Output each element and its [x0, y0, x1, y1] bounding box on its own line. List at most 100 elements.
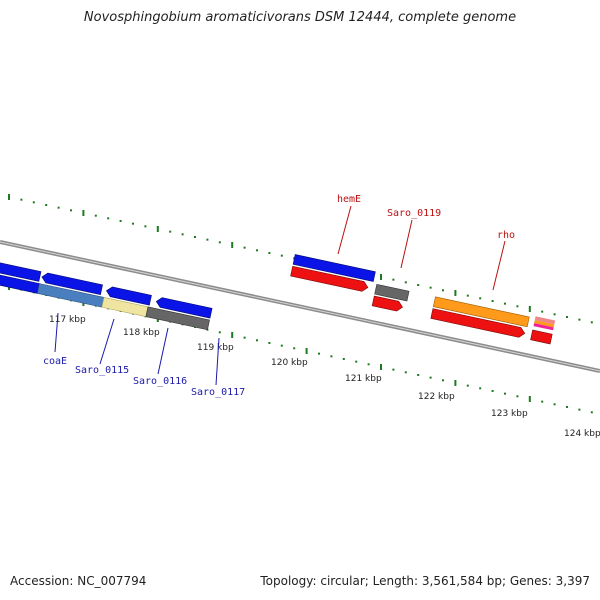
gene-label-leaders	[54, 205, 506, 386]
minor-tick	[541, 400, 544, 403]
leader-rho	[492, 240, 506, 291]
minor-tick	[417, 373, 420, 376]
major-tick	[305, 347, 308, 354]
minor-tick	[243, 336, 246, 339]
minor-tick	[256, 249, 258, 252]
minor-tick	[20, 198, 23, 201]
minor-tick	[504, 302, 506, 305]
scale-label-119: 119 kbp	[197, 343, 234, 353]
major-tick	[231, 241, 234, 248]
gene-features	[0, 254, 556, 345]
major-tick	[156, 225, 159, 232]
minor-tick	[45, 203, 48, 206]
minor-tick	[280, 254, 283, 257]
minor-tick	[553, 403, 556, 406]
scale-label-122: 122 kbp	[418, 392, 455, 402]
minor-tick	[553, 313, 556, 316]
minor-tick	[32, 201, 35, 204]
minor-tick	[243, 246, 246, 249]
gene-label-hemE[interactable]: hemE	[337, 194, 361, 205]
gene-feature-saro-0113[interactable]	[0, 261, 42, 282]
minor-tick	[206, 238, 209, 241]
minor-tick	[590, 321, 593, 324]
minor-tick	[280, 344, 283, 347]
minor-tick	[57, 206, 60, 209]
minor-tick	[367, 363, 370, 366]
gene-feature-saro-0117[interactable]	[145, 306, 210, 331]
minor-tick	[442, 289, 444, 292]
gene-feature-saro-0119[interactable]	[374, 283, 410, 302]
gene-feature-rho[interactable]	[432, 296, 530, 328]
gene-feature-saro-0114[interactable]	[41, 272, 103, 295]
minor-tick	[479, 297, 482, 300]
gene-label-saro-0117[interactable]: Saro_0117	[191, 387, 245, 398]
scale-label-118: 118 kbp	[123, 328, 160, 338]
minor-tick	[318, 352, 320, 355]
gene-labels: coaE Saro_0115 Saro_0116 Saro_0117 hemE …	[43, 194, 515, 398]
major-tick	[380, 363, 382, 370]
scale-label-120: 120 kbp	[271, 358, 308, 368]
gene-feature-saro-0115-top[interactable]	[105, 286, 152, 306]
major-tick	[454, 289, 457, 296]
minor-tick	[330, 355, 333, 358]
minor-tick	[355, 360, 358, 363]
minor-tick	[218, 241, 221, 244]
minor-tick	[566, 315, 568, 318]
minor-tick	[466, 294, 469, 297]
gene-feature-saro-0116-top[interactable]	[155, 297, 213, 319]
accession-label: Accession: NC_007794	[10, 574, 147, 588]
major-tick	[528, 395, 531, 402]
minor-tick	[429, 376, 432, 379]
minor-tick	[566, 405, 568, 408]
minor-tick	[578, 408, 581, 411]
major-tick	[380, 273, 382, 280]
minor-tick	[94, 214, 97, 217]
minor-tick	[541, 310, 544, 313]
backbone-line-highlight	[0, 241, 600, 372]
gene-label-saro-0115[interactable]: Saro_0115	[75, 365, 129, 376]
minor-tick	[268, 251, 271, 254]
minor-tick	[417, 283, 420, 286]
leader-hemE	[337, 205, 352, 255]
minor-tick	[429, 286, 432, 289]
minor-tick	[578, 318, 581, 321]
gene-label-saro-0119[interactable]: Saro_0119	[387, 208, 441, 219]
minor-tick	[479, 387, 482, 390]
gene-label-rho[interactable]: rho	[497, 230, 515, 241]
major-tick	[528, 305, 531, 312]
minor-tick	[194, 235, 196, 238]
gene-feature-hemE[interactable]	[292, 254, 376, 282]
minor-tick	[466, 384, 469, 387]
minor-tick	[256, 339, 258, 342]
map-title: Novosphingobium aromaticivorans DSM 1244…	[83, 10, 517, 25]
gene-feature-right-edge-multi[interactable]	[530, 316, 556, 345]
minor-tick	[491, 389, 494, 392]
minor-tick	[392, 278, 395, 281]
minor-tick	[504, 392, 506, 395]
minor-tick	[442, 379, 444, 382]
scale-label-121: 121 kbp	[345, 374, 382, 384]
gene-feature-saro-0119-red[interactable]	[371, 295, 403, 312]
gene-feature-hemE-red[interactable]	[290, 265, 369, 292]
scale-label-117: 117 kbp	[49, 315, 86, 325]
minor-tick	[516, 305, 519, 308]
scale-label-124: 124 kbp	[564, 429, 600, 439]
minor-tick	[516, 395, 519, 398]
minor-tick	[119, 219, 122, 222]
minor-tick	[404, 371, 407, 374]
genome-backbone	[0, 240, 600, 373]
gene-label-saro-0116[interactable]: Saro_0116	[133, 376, 187, 387]
scale-labels: 117 kbp 118 kbp 119 kbp 120 kbp 121 kbp …	[49, 315, 600, 439]
major-tick	[82, 209, 85, 216]
minor-tick	[392, 368, 395, 371]
major-tick	[454, 379, 457, 386]
minor-tick	[342, 357, 345, 360]
minor-tick	[590, 411, 593, 414]
minor-tick	[144, 225, 147, 228]
gene-feature-rho-red[interactable]	[430, 308, 526, 339]
minor-tick	[218, 331, 221, 334]
leader-saro-0115	[99, 318, 115, 365]
gene-label-coaE[interactable]: coaE	[43, 356, 67, 367]
genome-summary: Topology: circular; Length: 3,561,584 bp…	[260, 574, 590, 588]
